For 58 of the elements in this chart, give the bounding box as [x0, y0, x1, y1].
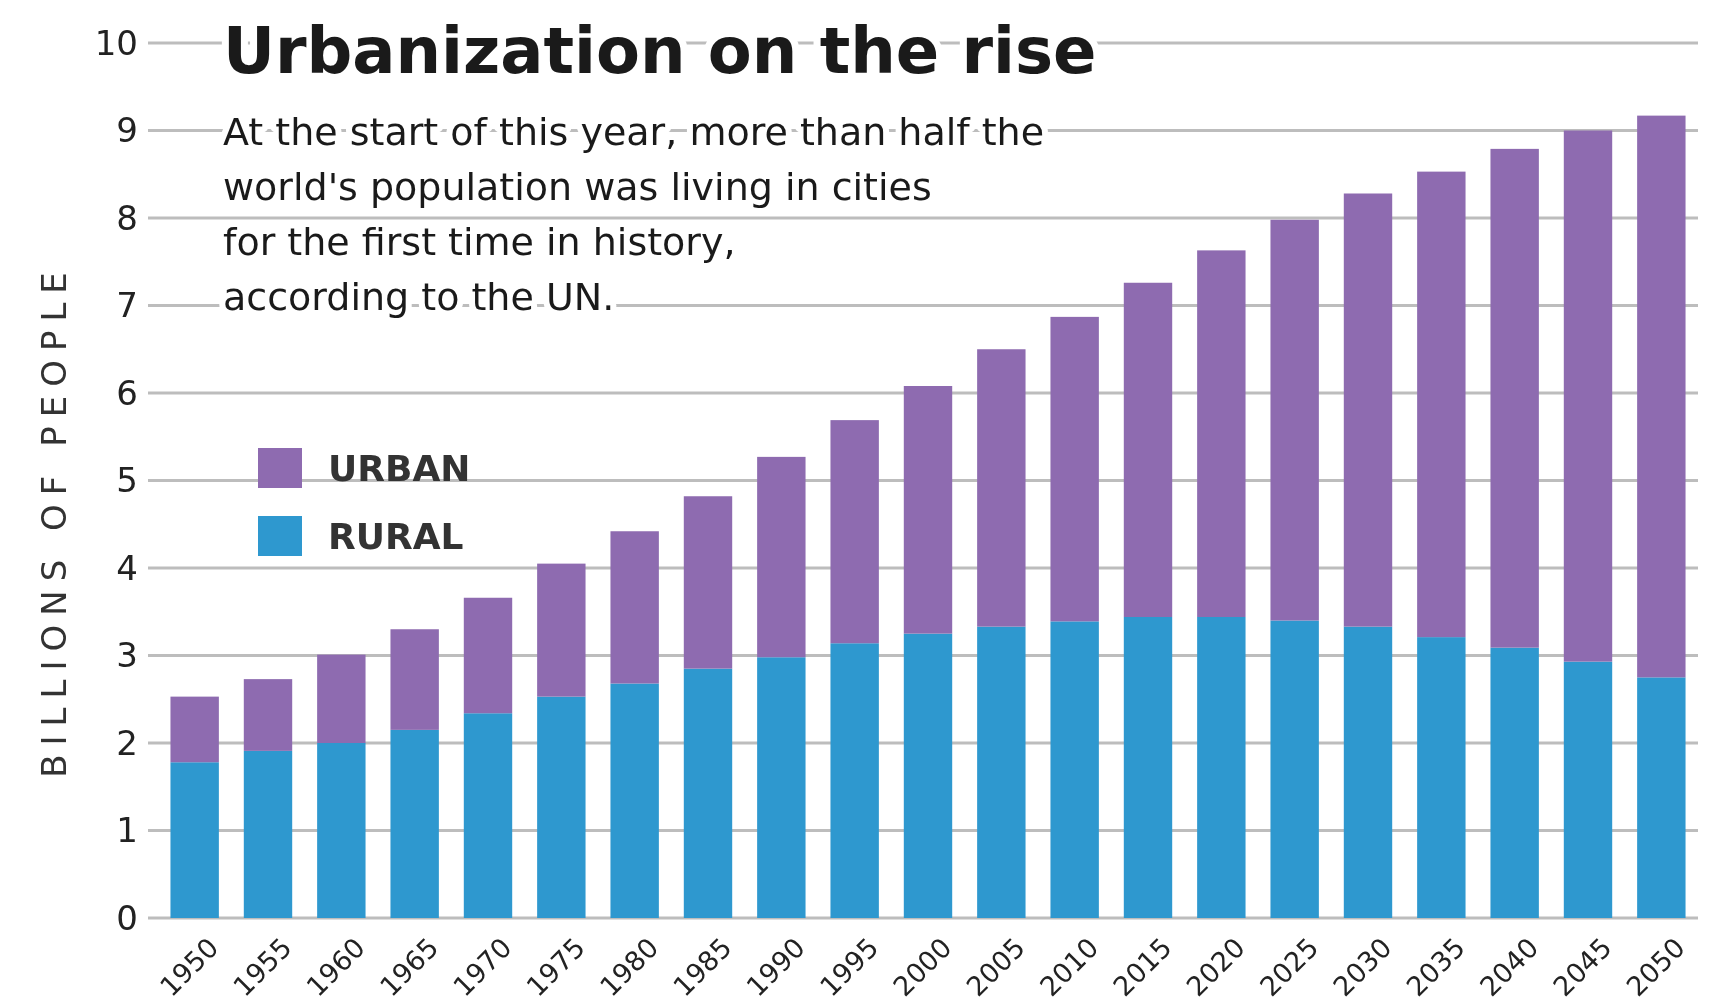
bar [463, 713, 513, 918]
bar [1050, 621, 1099, 918]
bar [903, 633, 953, 918]
bar [683, 668, 733, 918]
text: At the start of this year, more than half the world's population was living in cities for the first time in history, according to the UN. [223, 109, 1045, 319]
bar [1490, 148, 1539, 648]
bar [1270, 620, 1319, 918]
y-tick-label: 6 [116, 372, 138, 413]
bar [1270, 219, 1319, 621]
bar [170, 762, 219, 918]
bar [1123, 282, 1173, 617]
bar [757, 456, 806, 658]
bar [1490, 647, 1539, 918]
bar [243, 679, 293, 751]
bar [903, 386, 953, 634]
bar [830, 643, 879, 918]
bar [1197, 250, 1246, 617]
bar [463, 597, 513, 714]
bar [537, 563, 586, 697]
bar [1563, 661, 1613, 918]
bar [977, 626, 1026, 918]
bar [1637, 677, 1686, 918]
bar [317, 654, 366, 743]
bar [1197, 617, 1246, 918]
legend-label: URBAN [328, 447, 471, 489]
y-tick-label: 7 [116, 285, 138, 326]
bar [1343, 193, 1393, 627]
bar [830, 420, 879, 644]
bar [757, 657, 806, 918]
y-tick-label: 1 [116, 810, 138, 851]
bar [1563, 130, 1613, 662]
y-tick-label: 5 [116, 460, 138, 501]
y-tick-label: 10 [94, 22, 138, 63]
y-tick-label: 2 [116, 722, 138, 763]
bar [610, 683, 659, 918]
bar [170, 696, 219, 763]
bar [390, 729, 439, 918]
y-tick-label: 4 [116, 547, 138, 588]
y-tick-label: 3 [116, 635, 138, 676]
bar [610, 531, 659, 684]
bar [1417, 637, 1466, 918]
y-axis-title: BILLIONS OF PEOPLE [34, 263, 74, 778]
bar [537, 696, 586, 918]
bar [1343, 626, 1393, 918]
bar [1417, 171, 1466, 638]
chart-title: Urbanization on the rise [223, 14, 1097, 88]
y-tick-label: 0 [116, 897, 138, 938]
legend-label: RURAL [328, 515, 464, 557]
bar [1050, 316, 1099, 622]
y-tick-label: 9 [116, 110, 138, 151]
bar [243, 750, 293, 918]
bar [390, 629, 439, 730]
bar [977, 349, 1026, 627]
bar [1637, 115, 1686, 678]
y-tick-label: 8 [116, 197, 138, 238]
bar [1123, 617, 1173, 918]
bar [317, 743, 366, 918]
bar [683, 496, 733, 669]
